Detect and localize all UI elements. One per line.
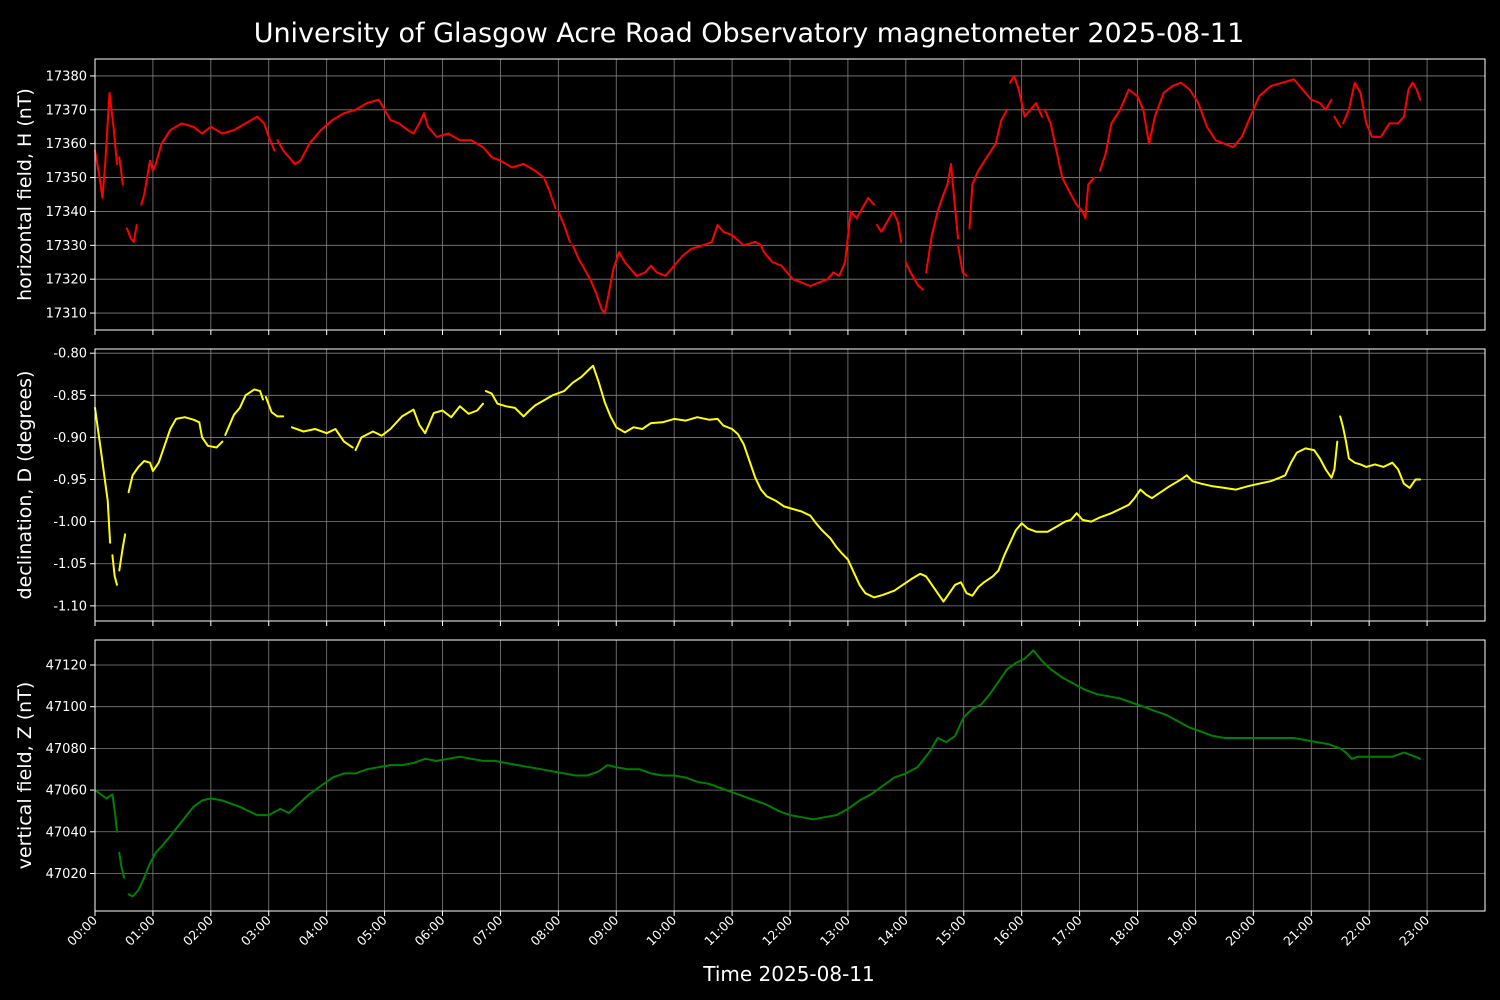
series-line-H bbox=[925, 163, 959, 274]
series-line-Z bbox=[94, 789, 118, 833]
axes-frame bbox=[94, 639, 1486, 912]
chart-title: University of Glasgow Acre Road Observat… bbox=[254, 18, 1245, 49]
y-tick-label: -1.00 bbox=[53, 515, 87, 530]
panel-horizontal-field: 17310 17320 17330 17340 17350 17360 17370 17380… bbox=[14, 58, 1486, 335]
y-tick-label: 47040 bbox=[46, 825, 87, 840]
panel-vertical-field: 47020 47040 47060 47080 47100 47120 vertical f… bbox=[14, 639, 1486, 916]
series-line-H bbox=[968, 108, 1009, 230]
y-axis-label: declination, D (degrees) bbox=[14, 371, 36, 600]
series-line-H bbox=[118, 156, 124, 186]
series-line-H bbox=[557, 210, 571, 243]
y-axis-label: vertical field, Z (nT) bbox=[14, 682, 36, 870]
series-line-H bbox=[571, 196, 875, 315]
series-line-H bbox=[1098, 78, 1333, 172]
y-tick-label: 17330 bbox=[46, 239, 87, 254]
series-line-D bbox=[354, 402, 484, 452]
axes-frame bbox=[94, 58, 1486, 331]
y-tick-label: -1.10 bbox=[53, 599, 87, 614]
y-tick-label: 17380 bbox=[46, 69, 87, 84]
series-line-H bbox=[125, 224, 138, 243]
series-line-D bbox=[118, 533, 127, 572]
series-line-H bbox=[904, 261, 925, 291]
series-line-Z bbox=[127, 649, 1422, 898]
y-tick-label: -0.95 bbox=[53, 473, 87, 488]
y-tick-label: 47100 bbox=[46, 700, 87, 715]
x-axis-label: Time 2025-08-11 bbox=[702, 962, 875, 986]
y-tick-label: 17350 bbox=[46, 171, 87, 186]
series-line-D bbox=[484, 364, 1339, 603]
series-line-D bbox=[127, 416, 224, 494]
y-tick-label: 17370 bbox=[46, 103, 87, 118]
y-tick-label: -1.05 bbox=[53, 557, 87, 572]
series-line-H bbox=[276, 98, 557, 210]
series-line-D bbox=[224, 388, 264, 436]
axes-frame bbox=[94, 348, 1486, 622]
series-line-H bbox=[140, 115, 276, 206]
series-line-H bbox=[1009, 74, 1043, 118]
series-line-H bbox=[1342, 81, 1422, 138]
y-axis-label: horizontal field, H (nT) bbox=[14, 88, 36, 301]
series-line-D bbox=[111, 554, 118, 586]
series-line-D bbox=[94, 406, 112, 544]
panel-declination: -1.10 -1.05 -1.00 -0.95 -0.90 -0.85 -0.80 decli… bbox=[14, 347, 1486, 626]
series-line-D bbox=[1339, 415, 1422, 489]
series-line-H bbox=[94, 91, 118, 199]
y-tick-label: 17340 bbox=[46, 205, 87, 220]
series-line-D bbox=[264, 396, 285, 418]
y-tick-label: 47080 bbox=[46, 742, 87, 757]
y-tick-label: -0.80 bbox=[53, 347, 87, 362]
series-line-H bbox=[875, 210, 903, 243]
series-line-H bbox=[957, 244, 968, 277]
y-tick-label: 17310 bbox=[46, 307, 87, 322]
y-tick-label: 47060 bbox=[46, 784, 87, 799]
y-tick-label: -0.90 bbox=[53, 431, 87, 446]
series-line-H bbox=[1333, 115, 1342, 128]
y-tick-label: 17360 bbox=[46, 137, 87, 152]
series-line-D bbox=[290, 426, 354, 449]
y-tick-label: -0.85 bbox=[53, 389, 87, 404]
y-tick-label: 47020 bbox=[46, 867, 87, 882]
y-tick-label: 17320 bbox=[46, 273, 87, 288]
series-line-H bbox=[1043, 108, 1096, 220]
y-tick-label: 47120 bbox=[46, 659, 87, 674]
series-line-Z bbox=[118, 851, 125, 879]
